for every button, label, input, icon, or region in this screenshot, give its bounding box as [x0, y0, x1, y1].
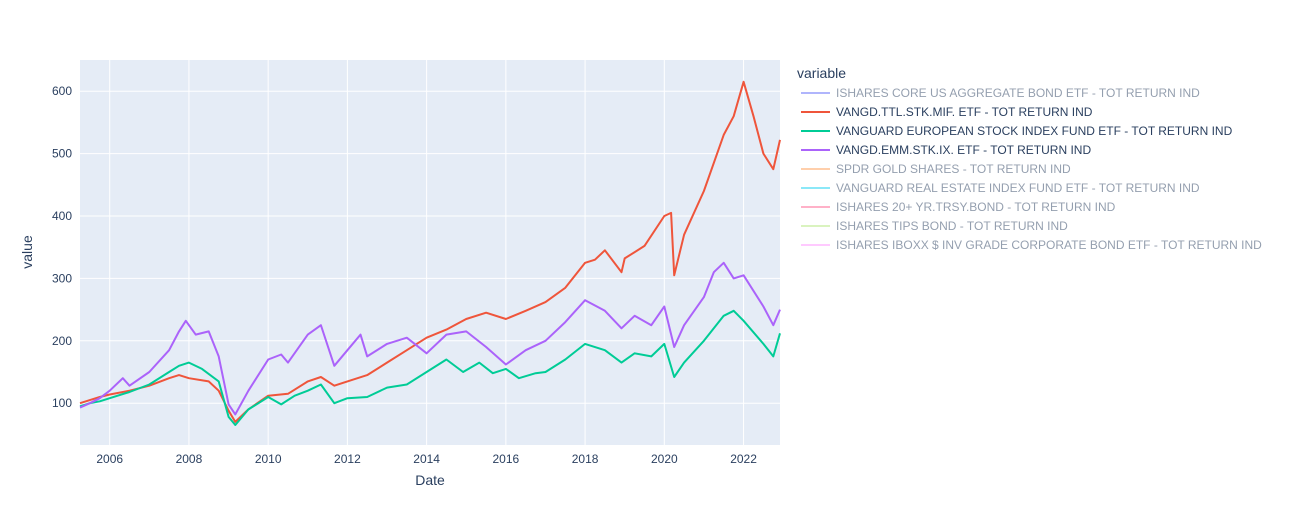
legend-item[interactable]: VANGD.TTL.STK.MIF. ETF - TOT RETURN IND: [801, 105, 1093, 119]
legend-label: SPDR GOLD SHARES - TOT RETURN IND: [836, 162, 1071, 176]
legend-label: VANGD.EMM.STK.IX. ETF - TOT RETURN IND: [836, 143, 1091, 157]
x-tick-label: 2010: [255, 452, 282, 466]
series-line-1: [79, 80, 781, 423]
legend-label: VANGUARD EUROPEAN STOCK INDEX FUND ETF -…: [836, 124, 1233, 138]
legend-item[interactable]: ISHARES IBOXX $ INV GRADE CORPORATE BOND…: [801, 238, 1262, 252]
legend: variable ISHARES CORE US AGGREGATE BOND …: [797, 65, 1262, 252]
legend-label: VANGD.TTL.STK.MIF. ETF - TOT RETURN IND: [836, 105, 1093, 119]
legend-item[interactable]: ISHARES TIPS BOND - TOT RETURN IND: [801, 219, 1068, 233]
legend-label: ISHARES TIPS BOND - TOT RETURN IND: [836, 219, 1068, 233]
y-axis-title: value: [19, 235, 35, 269]
series-layer: [79, 80, 781, 426]
legend-item[interactable]: SPDR GOLD SHARES - TOT RETURN IND: [801, 162, 1071, 176]
legend-label: ISHARES IBOXX $ INV GRADE CORPORATE BOND…: [836, 238, 1262, 252]
legend-item[interactable]: VANGD.EMM.STK.IX. ETF - TOT RETURN IND: [801, 143, 1091, 157]
series-line-3: [79, 261, 781, 416]
legend-item[interactable]: VANGUARD REAL ESTATE INDEX FUND ETF - TO…: [801, 181, 1200, 195]
x-tick-label: 2006: [96, 452, 123, 466]
y-tick-label: 200: [52, 334, 72, 348]
y-axis: 100 200 300 400 500 600: [52, 84, 72, 410]
legend-label: ISHARES CORE US AGGREGATE BOND ETF - TOT…: [836, 86, 1200, 100]
legend-title: variable: [797, 65, 846, 81]
plot-background: [80, 60, 780, 445]
x-tick-label: 2016: [493, 452, 520, 466]
legend-label: ISHARES 20+ YR.TRSY.BOND - TOT RETURN IN…: [836, 200, 1116, 214]
legend-item[interactable]: ISHARES 20+ YR.TRSY.BOND - TOT RETURN IN…: [801, 200, 1116, 214]
legend-item[interactable]: ISHARES CORE US AGGREGATE BOND ETF - TOT…: [801, 86, 1200, 100]
series-line-2: [79, 309, 781, 426]
x-tick-label: 2012: [334, 452, 361, 466]
x-tick-label: 2018: [572, 452, 599, 466]
x-tick-label: 2022: [730, 452, 757, 466]
y-tick-label: 500: [52, 147, 72, 161]
x-tick-label: 2020: [651, 452, 678, 466]
y-tick-label: 300: [52, 271, 72, 285]
x-tick-label: 2008: [176, 452, 203, 466]
x-tick-label: 2014: [413, 452, 440, 466]
x-axis-title: Date: [415, 472, 445, 488]
y-tick-label: 600: [52, 84, 72, 98]
legend-label: VANGUARD REAL ESTATE INDEX FUND ETF - TO…: [836, 181, 1200, 195]
legend-item[interactable]: VANGUARD EUROPEAN STOCK INDEX FUND ETF -…: [801, 124, 1233, 138]
y-tick-label: 100: [52, 396, 72, 410]
x-axis: 2006 2008 2010 2012 2014 2016 2018 2020 2022: [96, 452, 757, 466]
y-tick-label: 400: [52, 209, 72, 223]
